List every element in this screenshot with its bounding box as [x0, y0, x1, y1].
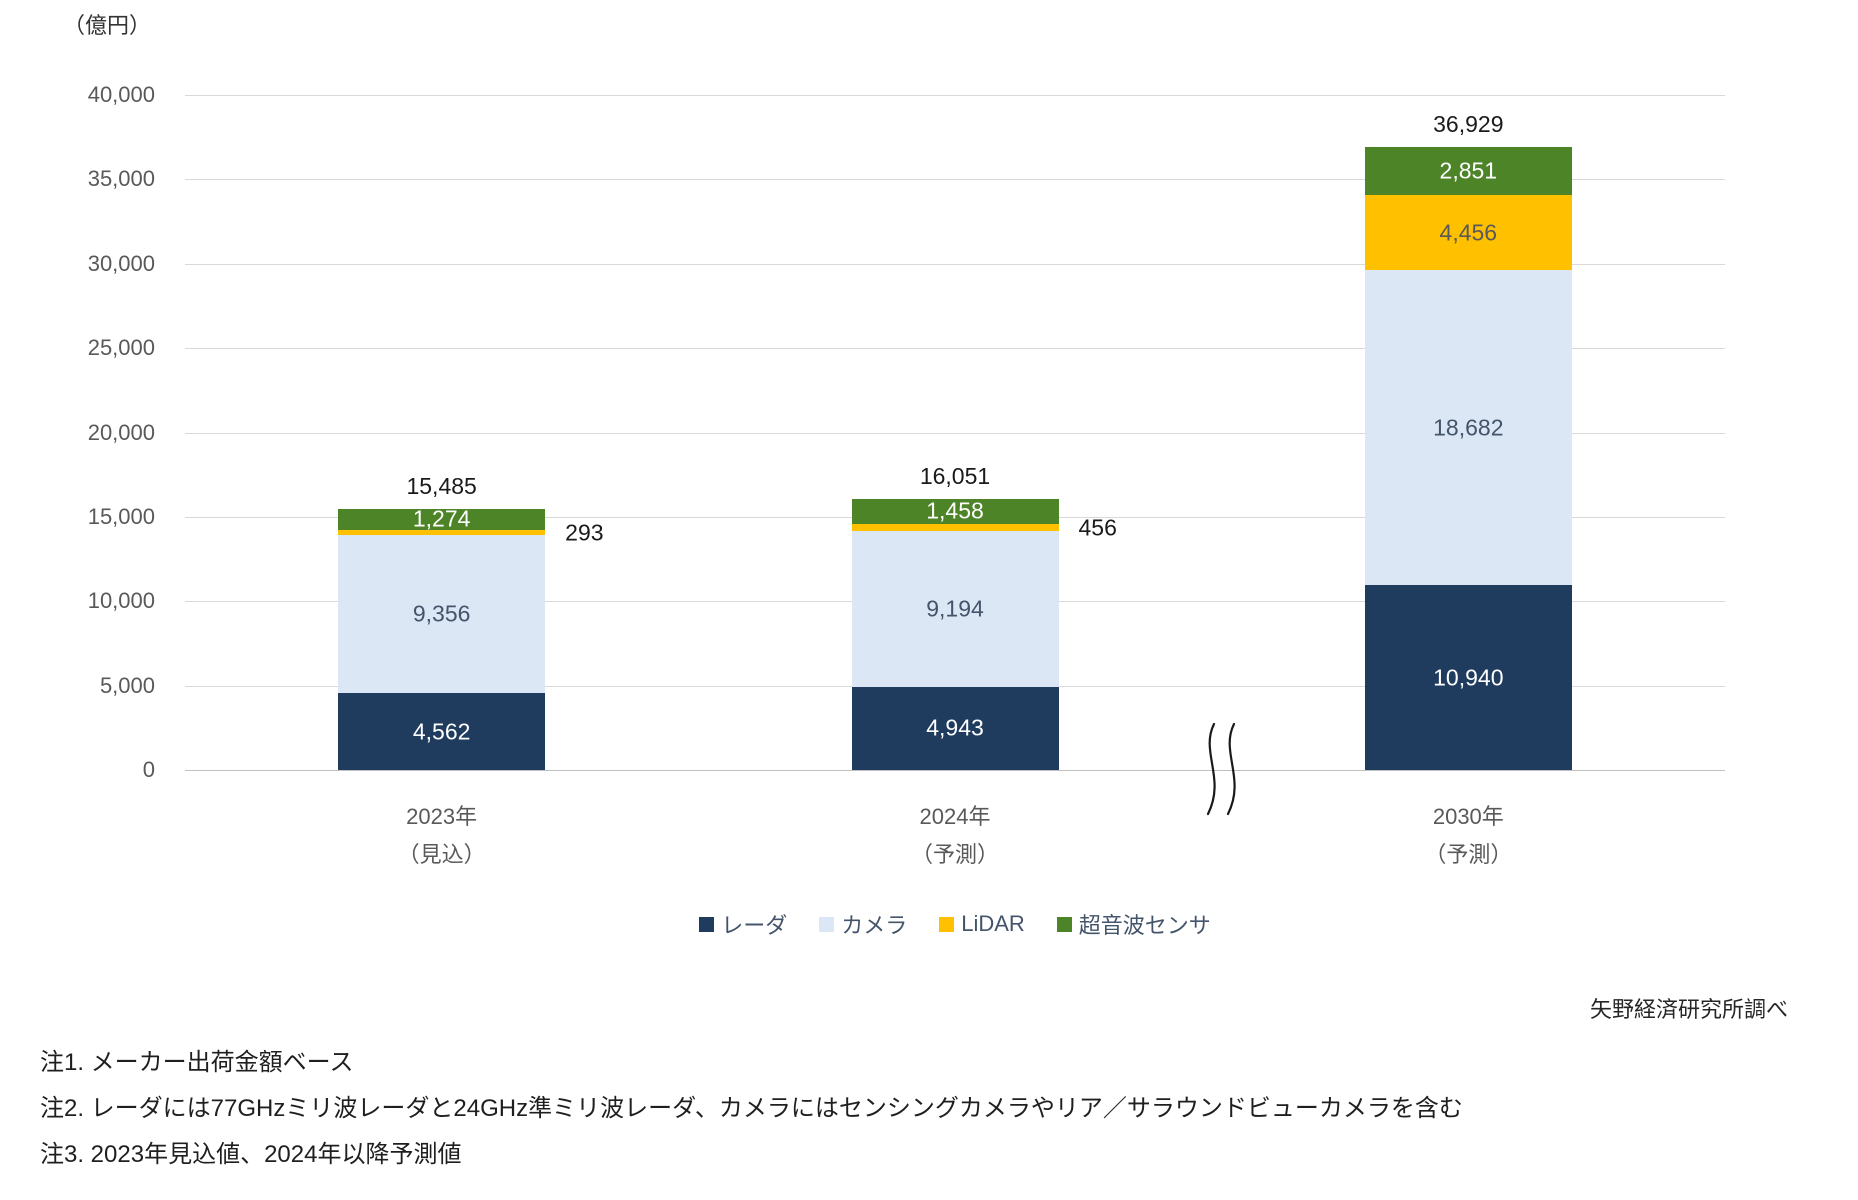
segment-value-label: 1,274 [412, 505, 471, 532]
segment-value-label: 10,940 [1433, 664, 1504, 691]
x-axis-category-line: 2024年 [919, 804, 991, 829]
legend-swatch-ultrasonic [1056, 916, 1072, 932]
bar-segment-radar: 4,562 [338, 693, 546, 770]
legend-item-lidar: LiDAR [939, 911, 1025, 937]
bar-segment-ultrasonic: 2,851 [1364, 146, 1572, 195]
y-axis-tick-label: 20,000 [87, 419, 155, 445]
bar-segment-ultrasonic: 1,458 [851, 497, 1059, 524]
footnote-2: 注2. レーダには77GHzミリ波レーダと24GHz準ミリ波レーダ、カメラにはセ… [40, 1095, 1463, 1122]
y-axis-tick-label: 5,000 [99, 672, 155, 698]
y-axis-tick-label: 25,000 [87, 335, 155, 361]
x-axis-category-line: （予測） [910, 842, 999, 867]
legend-label-ultrasonic: 超音波センサ [1078, 913, 1211, 938]
segment-value-label: 9,356 [412, 600, 471, 627]
x-axis-category-line: 2030年 [1432, 804, 1504, 829]
axis-break-icon [1206, 722, 1236, 816]
legend-item-ultrasonic: 超音波センサ [1056, 908, 1211, 940]
segment-value-label: 1,458 [926, 497, 984, 524]
legend-label-lidar: LiDAR [961, 911, 1025, 936]
gridline [185, 263, 1725, 265]
x-axis-category-label: 2024年 （予測） [835, 798, 1075, 874]
legend-item-radar: レーダ [699, 908, 787, 940]
source-credit: 矢野経済研究所調べ [1589, 997, 1788, 1022]
segment-value-label-outside: 456 [1078, 514, 1117, 541]
segment-value-label-outside: 293 [565, 519, 604, 546]
y-axis-unit-label: （億円） [63, 13, 152, 38]
bar-segment-camera: 9,356 [338, 535, 546, 693]
segment-value-label: 18,682 [1433, 414, 1504, 441]
bar-segment-lidar [338, 530, 546, 536]
footnote-3: 注3. 2023年見込値、2024年以降予測値 [40, 1141, 462, 1168]
y-axis-tick-label: 30,000 [87, 250, 155, 276]
bar-segment-ultrasonic: 1,274 [338, 505, 546, 532]
bar-segment-camera: 18,682 [1364, 270, 1572, 586]
segment-value-label: 4,562 [412, 718, 471, 744]
bar-segment-radar: 10,940 [1364, 585, 1572, 770]
bar-segment-lidar [851, 523, 1059, 532]
legend-swatch-camera [819, 916, 835, 932]
x-axis-category-label: 2030年 （予測） [1348, 798, 1588, 874]
gridline [185, 432, 1725, 434]
bar-segment-lidar: 4,456 [1364, 194, 1572, 271]
legend-label-radar: レーダ [721, 913, 788, 938]
bar-total-label: 16,051 [919, 463, 991, 490]
bar-segment-radar: 4,943 [851, 686, 1059, 770]
segment-value-label: 4,456 [1439, 219, 1498, 246]
legend-swatch-radar [699, 916, 715, 932]
bar-segment-camera: 9,194 [851, 531, 1059, 687]
gridline [185, 95, 1725, 96]
y-axis-tick-label: 10,000 [87, 588, 155, 614]
gridline [185, 348, 1725, 350]
y-axis-tick-label: 0 [142, 757, 155, 782]
bar-total-label: 36,929 [1433, 110, 1504, 137]
x-axis-category-line: （見込） [397, 842, 486, 867]
x-axis-category-label: 2023年 （見込） [322, 798, 562, 874]
y-axis-tick-label: 15,000 [87, 503, 155, 529]
segment-value-label: 4,943 [926, 714, 984, 741]
legend-swatch-lidar [939, 916, 955, 932]
gridline [185, 179, 1725, 181]
y-axis-tick-label: 40,000 [87, 82, 155, 107]
segment-value-label: 2,851 [1439, 157, 1498, 184]
legend: レーダ カメラ LiDAR 超音波センサ [185, 908, 1725, 940]
x-axis-category-line: 2023年 [406, 804, 478, 829]
bar-total-label: 15,485 [406, 472, 477, 499]
footnote-1: 注1. メーカー出荷金額ベース [40, 1049, 354, 1076]
gridline [185, 770, 1725, 771]
legend-label-camera: カメラ [841, 913, 908, 938]
legend-item-camera: カメラ [819, 908, 907, 940]
footnotes: 注1. メーカー出荷金額ベース 注2. レーダには77GHzミリ波レーダと24G… [40, 1040, 1463, 1178]
y-axis-tick-label: 35,000 [87, 166, 155, 192]
segment-value-label: 9,194 [926, 595, 984, 622]
x-axis-category-line: （予測） [1424, 842, 1513, 867]
